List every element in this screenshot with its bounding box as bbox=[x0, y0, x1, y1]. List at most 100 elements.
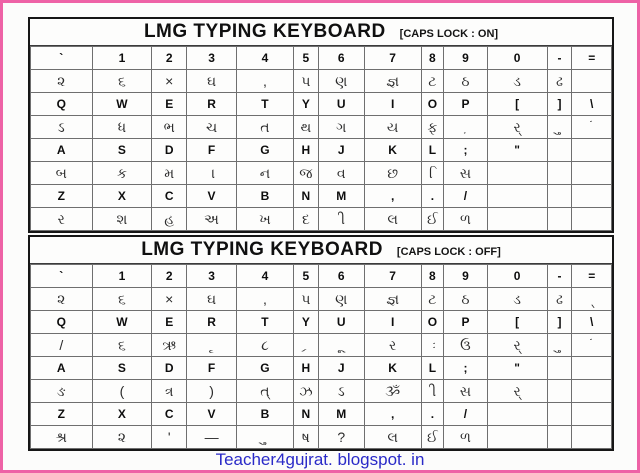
key-cell: ; bbox=[443, 138, 488, 162]
key-cell: - bbox=[546, 264, 573, 288]
site-link[interactable]: Teacher4gujrat. blogspot. in bbox=[215, 450, 425, 469]
key-cell: V bbox=[186, 402, 238, 426]
glyph-cell: ય bbox=[363, 115, 422, 139]
glyph-cell: ં bbox=[571, 333, 612, 357]
table-header-caps-off: LMG TYPING KEYBOARD [CAPS LOCK : OFF] bbox=[30, 237, 612, 264]
glyph-cell: ઠ bbox=[443, 287, 488, 311]
key-cell: 8 bbox=[420, 46, 445, 70]
glyph-cell: ુ bbox=[546, 115, 573, 139]
glyph-cell: શ bbox=[91, 207, 153, 231]
glyph-cell: ડ bbox=[486, 69, 548, 93]
glyph-cell: ચ bbox=[186, 115, 238, 139]
key-cell: 7 bbox=[363, 46, 422, 70]
key-cell: 2 bbox=[151, 46, 188, 70]
glyph-cell: ? bbox=[317, 425, 365, 449]
glyph-cell: ત્ર bbox=[151, 379, 188, 403]
key-cell: 9 bbox=[443, 264, 488, 288]
glyph-row: ૨ ૬ × ઘ, પ ણ જ્ઞ ટ ઠ ડ ઢ ્ bbox=[30, 287, 612, 311]
key-cell: R bbox=[186, 310, 238, 334]
key-cell: 4 bbox=[236, 46, 294, 70]
key-cell: " bbox=[486, 356, 548, 380]
key-cell: V bbox=[186, 184, 238, 208]
glyph-cell: ઙ bbox=[30, 379, 93, 403]
glyph-cell: હ bbox=[151, 207, 188, 231]
glyph-cell: ઈ bbox=[420, 207, 445, 231]
key-cell: , bbox=[363, 402, 422, 426]
glyph-cell: ૨ bbox=[30, 69, 93, 93]
key-cell: F bbox=[186, 356, 238, 380]
glyph-cell: પ bbox=[292, 69, 319, 93]
key-cell: H bbox=[292, 138, 319, 162]
glyph-cell: , bbox=[236, 69, 294, 93]
glyph-cell: ર્ bbox=[486, 115, 548, 139]
glyph-cell: ળ bbox=[443, 207, 488, 231]
glyph-cell: ૬ bbox=[91, 69, 153, 93]
glyph-cell: ૨ bbox=[30, 287, 93, 311]
key-cell bbox=[546, 356, 573, 380]
key-cell: T bbox=[236, 310, 294, 334]
key-cell: U bbox=[317, 92, 365, 116]
glyph-cell: ખ bbox=[236, 207, 294, 231]
key-cell: 5 bbox=[292, 264, 319, 288]
key-cell: 7 bbox=[363, 264, 422, 288]
key-cell: 0 bbox=[486, 264, 548, 288]
glyph-cell: ૨ bbox=[91, 425, 153, 449]
key-cell: M bbox=[317, 402, 365, 426]
key-cell: X bbox=[91, 402, 153, 426]
key-cell: S bbox=[91, 138, 153, 162]
glyph-row: ઙ(ત્ર) ત્ ઝ ઽ ૐ ી સ ર્ bbox=[30, 379, 612, 403]
key-cell bbox=[486, 184, 548, 208]
key-cell: T bbox=[236, 92, 294, 116]
key-cell: ] bbox=[546, 310, 573, 334]
key-cell: R bbox=[186, 92, 238, 116]
glyph-cell: બ bbox=[30, 161, 93, 185]
glyph-cell: ૂ bbox=[317, 333, 365, 357]
key-cell: ] bbox=[546, 92, 573, 116]
table-title: LMG TYPING KEYBOARD bbox=[141, 239, 383, 260]
glyph-cell: ષ bbox=[292, 425, 319, 449]
key-cell: \ bbox=[571, 92, 612, 116]
key-cell: E bbox=[151, 92, 188, 116]
key-cell: \ bbox=[571, 310, 612, 334]
glyph-cell: ૮ bbox=[236, 333, 294, 357]
glyph-cell bbox=[486, 207, 548, 231]
key-cell: ; bbox=[443, 356, 488, 380]
key-cell bbox=[571, 184, 612, 208]
glyph-cell: ઽ bbox=[317, 379, 365, 403]
key-cell bbox=[486, 402, 548, 426]
glyph-cell: ્ર bbox=[292, 333, 319, 357]
glyph-cell: જ bbox=[292, 161, 319, 185]
key-cell: D bbox=[151, 356, 188, 380]
glyph-cell: જ્ઞ bbox=[363, 287, 422, 311]
glyph-cell: ફ bbox=[420, 115, 445, 139]
glyph-cell: ' bbox=[151, 425, 188, 449]
glyph-cell: ણ bbox=[317, 69, 365, 93]
glyph-cell: ૬ bbox=[91, 287, 153, 311]
glyph-cell: ધ bbox=[91, 115, 153, 139]
key-cell: 3 bbox=[186, 46, 238, 70]
key-cell: G bbox=[236, 138, 294, 162]
key-cell: 3 bbox=[186, 264, 238, 288]
key-cell: I bbox=[363, 310, 422, 334]
key-cell: I bbox=[363, 92, 422, 116]
glyph-row: શ્ર ૨ ' — ુ ષ? લ ઈ ળ bbox=[30, 425, 612, 449]
glyph-cell: / bbox=[30, 333, 93, 357]
key-label-row: A S D F G H J K L; " bbox=[30, 138, 612, 162]
glyph-cell: ) bbox=[186, 379, 238, 403]
key-cell: Y bbox=[292, 92, 319, 116]
glyph-cell: ળ bbox=[443, 425, 488, 449]
glyph-cell: ન bbox=[236, 161, 294, 185]
glyph-cell: થ bbox=[292, 115, 319, 139]
glyph-cell: સ bbox=[443, 161, 488, 185]
glyph-cell bbox=[546, 379, 573, 403]
key-cell: K bbox=[363, 356, 422, 380]
key-cell: S bbox=[91, 356, 153, 380]
glyph-cell: ઘ bbox=[186, 287, 238, 311]
key-cell: P bbox=[443, 92, 488, 116]
key-cell: ` bbox=[30, 264, 93, 288]
key-label-row: Z X C V B N M,. / bbox=[30, 184, 612, 208]
glyph-cell: ર bbox=[30, 207, 93, 231]
key-cell: U bbox=[317, 310, 365, 334]
